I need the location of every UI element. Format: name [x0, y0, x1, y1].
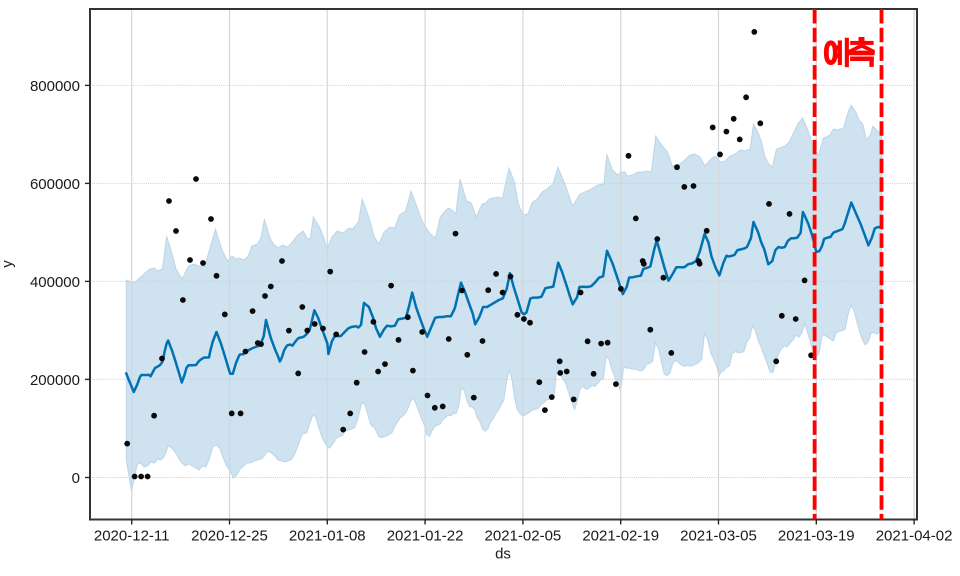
svg-text:2021-02-05: 2021-02-05 — [485, 528, 562, 545]
svg-text:2021-04-02: 2021-04-02 — [876, 528, 953, 545]
svg-text:400000: 400000 — [30, 274, 80, 291]
svg-text:y: y — [0, 260, 16, 268]
svg-text:2020-12-25: 2020-12-25 — [191, 528, 268, 545]
svg-text:2021-01-22: 2021-01-22 — [387, 528, 464, 545]
svg-text:600000: 600000 — [30, 176, 80, 193]
svg-text:0: 0 — [72, 470, 80, 487]
svg-text:2020-12-11: 2020-12-11 — [94, 528, 170, 545]
svg-text:2021-03-05: 2021-03-05 — [680, 528, 757, 545]
svg-text:ds: ds — [495, 546, 511, 563]
svg-text:2021-02-19: 2021-02-19 — [582, 528, 659, 545]
svg-text:2021-01-08: 2021-01-08 — [289, 528, 366, 545]
svg-text:200000: 200000 — [30, 372, 80, 389]
svg-text:800000: 800000 — [30, 78, 80, 95]
svg-text:2021-03-19: 2021-03-19 — [778, 528, 855, 545]
